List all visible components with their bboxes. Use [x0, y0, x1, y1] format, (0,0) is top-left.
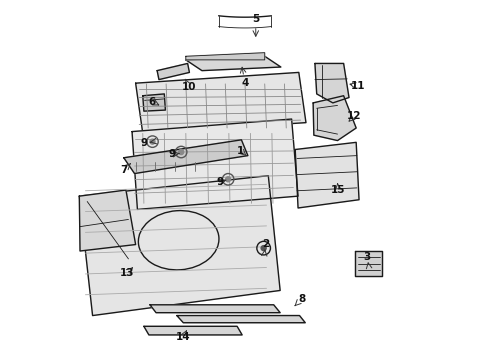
Text: 7: 7: [120, 165, 127, 175]
Polygon shape: [295, 142, 359, 208]
Text: 4: 4: [241, 78, 249, 88]
Text: 2: 2: [262, 239, 270, 249]
Text: 15: 15: [331, 185, 345, 195]
Text: 12: 12: [347, 111, 362, 121]
Polygon shape: [144, 326, 242, 335]
Polygon shape: [136, 72, 306, 134]
Text: 8: 8: [298, 294, 305, 304]
Circle shape: [261, 246, 266, 251]
Polygon shape: [186, 53, 265, 60]
Polygon shape: [177, 316, 305, 323]
Polygon shape: [315, 63, 349, 103]
Text: 1: 1: [237, 145, 245, 156]
Text: 14: 14: [176, 332, 191, 342]
Circle shape: [225, 177, 231, 182]
Circle shape: [150, 139, 155, 144]
Polygon shape: [313, 96, 356, 140]
Polygon shape: [150, 305, 280, 313]
Polygon shape: [79, 176, 280, 316]
Polygon shape: [132, 119, 298, 210]
Text: 6: 6: [149, 97, 156, 107]
Polygon shape: [143, 94, 166, 111]
Text: 13: 13: [120, 267, 135, 278]
Polygon shape: [79, 190, 136, 251]
Circle shape: [179, 149, 184, 154]
Text: 11: 11: [351, 81, 365, 91]
Polygon shape: [124, 140, 248, 174]
Polygon shape: [157, 63, 190, 80]
Text: 9: 9: [216, 177, 223, 187]
Text: 9: 9: [140, 139, 147, 148]
Text: 3: 3: [364, 252, 371, 262]
Polygon shape: [186, 56, 281, 71]
Polygon shape: [355, 251, 382, 276]
Text: 10: 10: [182, 82, 196, 93]
Text: 9: 9: [169, 149, 176, 159]
Text: 5: 5: [252, 14, 259, 24]
